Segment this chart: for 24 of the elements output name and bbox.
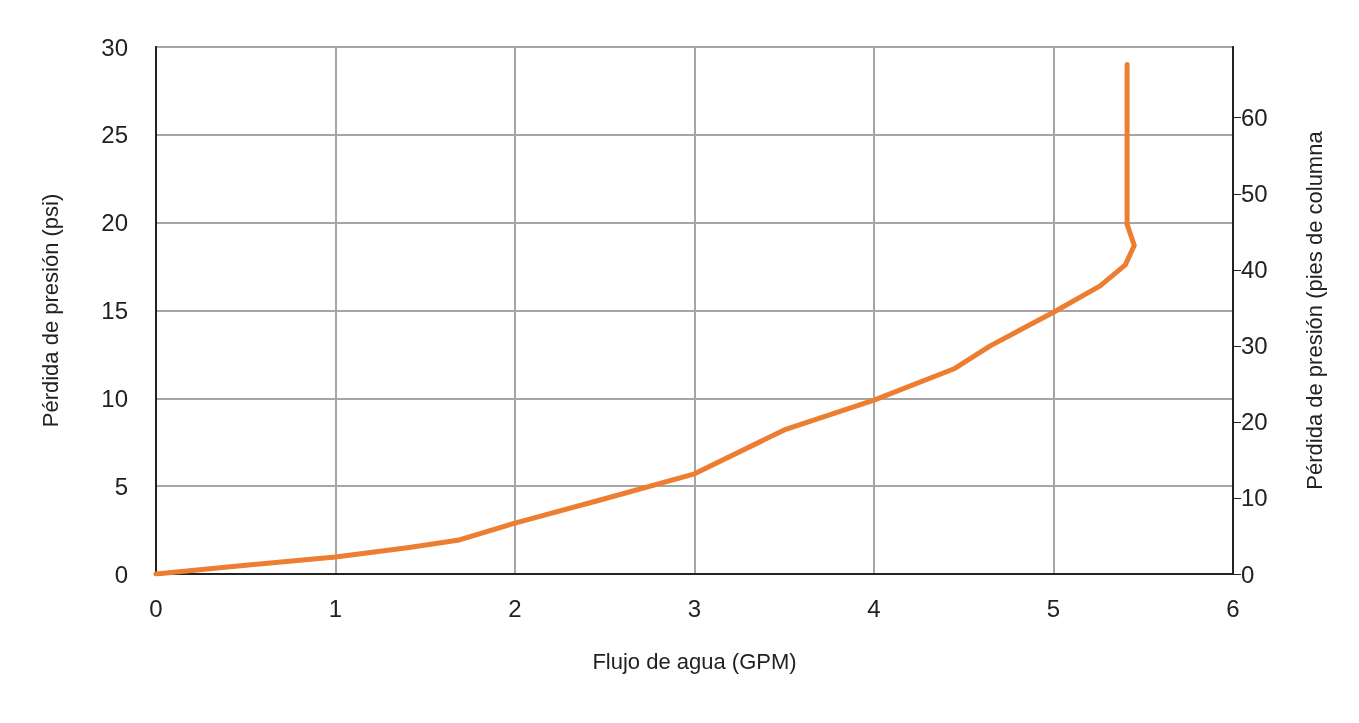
x-tick-label: 1 — [328, 594, 343, 622]
y2-axis-title: Pérdida de presión (pies de columna — [1301, 130, 1327, 490]
y-tick-label: 30 — [101, 33, 128, 61]
y2-tick-label: 50 — [1241, 180, 1268, 208]
y2-tick-label: 30 — [1241, 332, 1268, 360]
y2-tick-label: 10 — [1241, 484, 1268, 512]
y2-tick-label: 0 — [1241, 560, 1255, 588]
y-tick-label: 15 — [101, 297, 128, 324]
x-axis-title: Flujo de agua (GPM) — [592, 648, 797, 674]
x-tick-label: 3 — [687, 594, 702, 622]
x-tick-label: 2 — [508, 594, 522, 622]
y2-tick-label: 40 — [1241, 256, 1268, 284]
y-tick-label: 20 — [101, 209, 128, 237]
y-tick-label: 25 — [101, 121, 128, 149]
x-tick-label: 4 — [867, 594, 881, 622]
x-tick-label: 6 — [1226, 594, 1240, 622]
x-tick-label: 0 — [149, 594, 163, 622]
y2-tick-label: 20 — [1241, 408, 1268, 436]
y-tick-label: 10 — [101, 384, 128, 412]
x-tick-label: 5 — [1046, 594, 1061, 622]
y2-tick-label: 60 — [1241, 104, 1268, 132]
y-axis-title: Pérdida de presión (psi) — [37, 193, 63, 428]
y-tick-label: 0 — [114, 560, 128, 588]
y-tick-label: 5 — [114, 472, 128, 500]
